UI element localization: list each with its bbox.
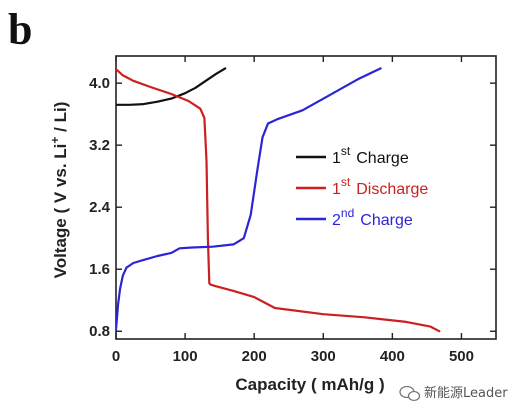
- legend-word: Charge: [356, 150, 409, 167]
- series-line-1st-discharge: [116, 68, 441, 333]
- legend-label-1st-discharge: 1st Discharge: [332, 175, 428, 198]
- y-tick-label: 2.4: [89, 199, 111, 216]
- plot-area: 0 100 200 300 400 500 0.8 1.6 2.4 3.2 4.0: [89, 55, 497, 365]
- y-tick-label: 4.0: [89, 75, 110, 92]
- y-axis-label-end: / Li): [51, 102, 70, 137]
- series-line-1st-charge: [116, 67, 227, 106]
- legend-label-2nd-charge: 2nd Charge: [332, 206, 413, 229]
- x-tick-label: 300: [311, 348, 336, 365]
- watermark-text: 新能源Leader: [424, 385, 508, 401]
- y-axis-label-main: Voltage ( V vs. Li: [51, 144, 70, 279]
- legend-word: Charge: [360, 212, 413, 229]
- legend-word: Discharge: [356, 181, 428, 198]
- x-tick-label: 500: [449, 348, 474, 365]
- legend-label-1st-charge: 1st Charge: [332, 144, 409, 167]
- x-tick-label: 200: [242, 348, 267, 365]
- y-axis-label-sup: +: [48, 137, 62, 144]
- legend-num: 1: [332, 181, 341, 198]
- panel-label: b: [8, 5, 32, 54]
- wechat-icon: [399, 385, 421, 402]
- plot-frame: [115, 55, 497, 340]
- x-tick-label: 0: [112, 348, 120, 365]
- x-tick-label: 400: [380, 348, 405, 365]
- legend-num: 1: [332, 150, 341, 167]
- y-axis-label: Voltage ( V vs. Li+ / Li): [48, 102, 70, 279]
- y-tick-label: 0.8: [89, 323, 110, 340]
- x-axis-label: Capacity ( mAh/g ): [235, 375, 384, 394]
- legend-sup: st: [341, 175, 351, 189]
- y-tick-label: 1.6: [89, 261, 110, 278]
- watermark: 新能源Leader: [399, 385, 508, 402]
- legend-sup: st: [341, 144, 351, 158]
- x-tick-label: 100: [173, 348, 198, 365]
- legend-num: 2: [332, 212, 341, 229]
- series-line-2nd-charge: [116, 67, 382, 331]
- legend-sup: nd: [341, 206, 354, 220]
- y-tick-label: 3.2: [89, 137, 110, 154]
